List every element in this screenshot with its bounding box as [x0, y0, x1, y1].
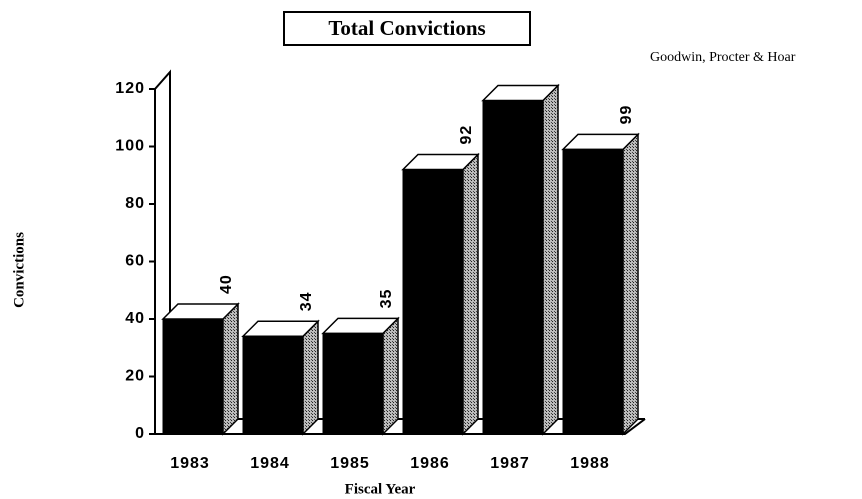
floor — [155, 418, 646, 435]
data-label: 35 — [378, 289, 395, 309]
chart-title: Total Convictions — [328, 16, 485, 40]
x-tick-label: 1984 — [250, 455, 290, 472]
data-label: 92 — [458, 125, 475, 145]
bar-side — [222, 302, 239, 436]
x-tick-label: 1983 — [170, 455, 210, 472]
x-axis-label: Fiscal Year — [345, 481, 416, 497]
data-label: 99 — [618, 105, 635, 125]
annotation: Goodwin, Procter & Hoar — [650, 50, 796, 65]
title-box — [283, 11, 531, 46]
bar — [482, 100, 544, 435]
bar-side — [462, 152, 479, 436]
y-axis-label: Convictions — [11, 232, 27, 308]
x-tick-label: 1986 — [410, 455, 450, 472]
x-tick-label: 1985 — [330, 455, 370, 472]
bar — [162, 318, 224, 435]
data-label: 34 — [298, 291, 315, 311]
y-tick-label: 40 — [125, 310, 145, 327]
y-tick-label: 80 — [125, 195, 145, 212]
bar-side — [302, 319, 319, 436]
y-tick-label: 100 — [115, 138, 145, 155]
bar — [402, 169, 464, 435]
bar — [242, 335, 304, 435]
y-tick-label: 20 — [125, 368, 145, 385]
y-tick-label: 60 — [125, 253, 145, 270]
x-tick-label: 1988 — [570, 455, 610, 472]
bar-side — [382, 316, 399, 436]
bar — [322, 332, 384, 435]
x-tick-label: 1987 — [490, 455, 530, 472]
bar-side — [542, 83, 559, 436]
bar-side — [622, 132, 639, 436]
data-label: 40 — [218, 274, 235, 294]
y-tick-label: 0 — [135, 425, 145, 442]
y-tick-label: 120 — [115, 80, 145, 97]
bar — [562, 148, 624, 435]
